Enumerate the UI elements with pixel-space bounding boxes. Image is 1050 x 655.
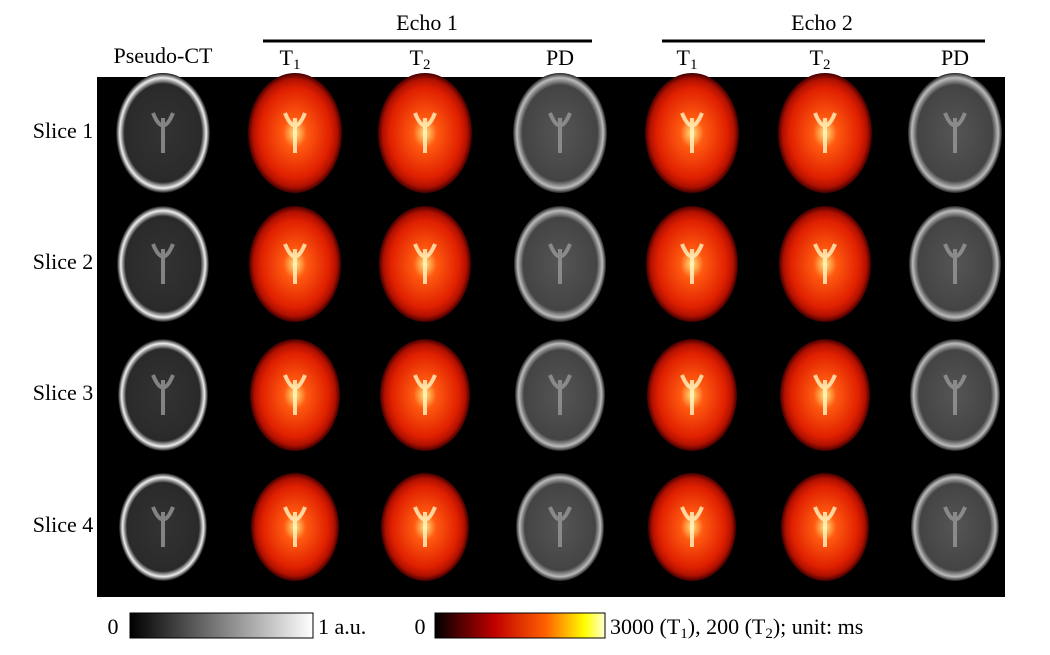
ventricles xyxy=(548,506,572,547)
ventricles xyxy=(813,112,837,153)
colorbar-max: 3000 (T1), 200 (T2); unit: ms xyxy=(610,614,863,642)
label-part: ); unit: ms xyxy=(773,614,863,639)
ventricles xyxy=(943,374,967,415)
brain-image xyxy=(513,73,607,193)
ventricles xyxy=(548,112,572,153)
label-base: T xyxy=(810,45,824,70)
label-base: PD xyxy=(941,45,969,70)
ventricles xyxy=(413,374,437,415)
brain-image xyxy=(118,339,208,451)
label-base: T xyxy=(410,45,424,70)
brain-image xyxy=(250,339,340,451)
brain-image xyxy=(515,339,605,451)
row-label: Slice 4 xyxy=(33,512,94,537)
ventricles xyxy=(813,506,837,547)
colorbar xyxy=(434,612,606,639)
column-label: T2 xyxy=(810,45,831,73)
row-label: Slice 1 xyxy=(33,118,94,143)
column-label: Pseudo-CT xyxy=(114,43,214,68)
ventricles xyxy=(943,112,967,153)
brain-image xyxy=(909,206,1001,322)
colorbar-min: 0 xyxy=(108,614,119,639)
brain-image xyxy=(380,339,470,451)
ventricles xyxy=(413,112,437,153)
brain-image xyxy=(249,206,341,322)
colorbar-max: 1 a.u. xyxy=(318,614,366,639)
column-label: T1 xyxy=(677,45,698,73)
ventricles xyxy=(283,374,307,415)
brain-image xyxy=(119,473,207,581)
ventricles xyxy=(151,243,175,284)
label-base: PD xyxy=(546,45,574,70)
brain-image xyxy=(117,206,209,322)
brain-image xyxy=(908,73,1002,193)
brain-image xyxy=(910,339,1000,451)
brain-image xyxy=(516,473,604,581)
label-sub: 2 xyxy=(823,57,831,73)
brain-image xyxy=(779,206,871,322)
brain-image xyxy=(248,73,342,193)
label-sub: 1 xyxy=(680,626,688,642)
label-base: T xyxy=(280,45,294,70)
ventricles xyxy=(943,506,967,547)
ventricles xyxy=(283,243,307,284)
label-part: 3000 (T xyxy=(610,614,681,639)
brain-image xyxy=(645,73,739,193)
colorbar-min: 0 xyxy=(415,614,426,639)
ventricles xyxy=(283,112,307,153)
brain-image xyxy=(647,339,737,451)
column-label: T2 xyxy=(410,45,431,73)
group-label: Echo 2 xyxy=(791,10,853,35)
ventricles xyxy=(548,374,572,415)
brain-image xyxy=(781,473,869,581)
brain-image xyxy=(251,473,339,581)
label-part: 1 a.u. xyxy=(318,614,366,639)
row-label: Slice 2 xyxy=(33,249,94,274)
label-sub: 1 xyxy=(690,57,698,73)
colorbar xyxy=(129,612,314,639)
ventricles xyxy=(813,374,837,415)
brain-image xyxy=(378,73,472,193)
brain-image xyxy=(381,473,469,581)
label-base: T xyxy=(677,45,691,70)
ventricles xyxy=(151,506,175,547)
ventricles xyxy=(680,374,704,415)
brain-image xyxy=(911,473,999,581)
column-label: PD xyxy=(546,45,574,70)
brain-image xyxy=(646,206,738,322)
row-label: Slice 3 xyxy=(33,380,94,405)
group-label: Echo 1 xyxy=(396,10,458,35)
brain-image xyxy=(780,339,870,451)
ventricles xyxy=(548,243,572,284)
ventricles xyxy=(813,243,837,284)
label-sub: 1 xyxy=(293,57,301,73)
brain-image xyxy=(778,73,872,193)
column-label: T1 xyxy=(280,45,301,73)
ventricles xyxy=(680,243,704,284)
brain-image xyxy=(648,473,736,581)
label-sub: 2 xyxy=(765,626,773,642)
brain-image xyxy=(514,206,606,322)
brain-image xyxy=(116,73,210,193)
ventricles xyxy=(283,506,307,547)
ventricles xyxy=(413,506,437,547)
ventricles xyxy=(151,374,175,415)
label-part: ), 200 (T xyxy=(688,614,766,639)
column-label: PD xyxy=(941,45,969,70)
ventricles xyxy=(151,112,175,153)
ventricles xyxy=(413,243,437,284)
brain-image xyxy=(379,206,471,322)
ventricles xyxy=(943,243,967,284)
ventricles xyxy=(680,506,704,547)
label-sub: 2 xyxy=(423,57,431,73)
ventricles xyxy=(680,112,704,153)
